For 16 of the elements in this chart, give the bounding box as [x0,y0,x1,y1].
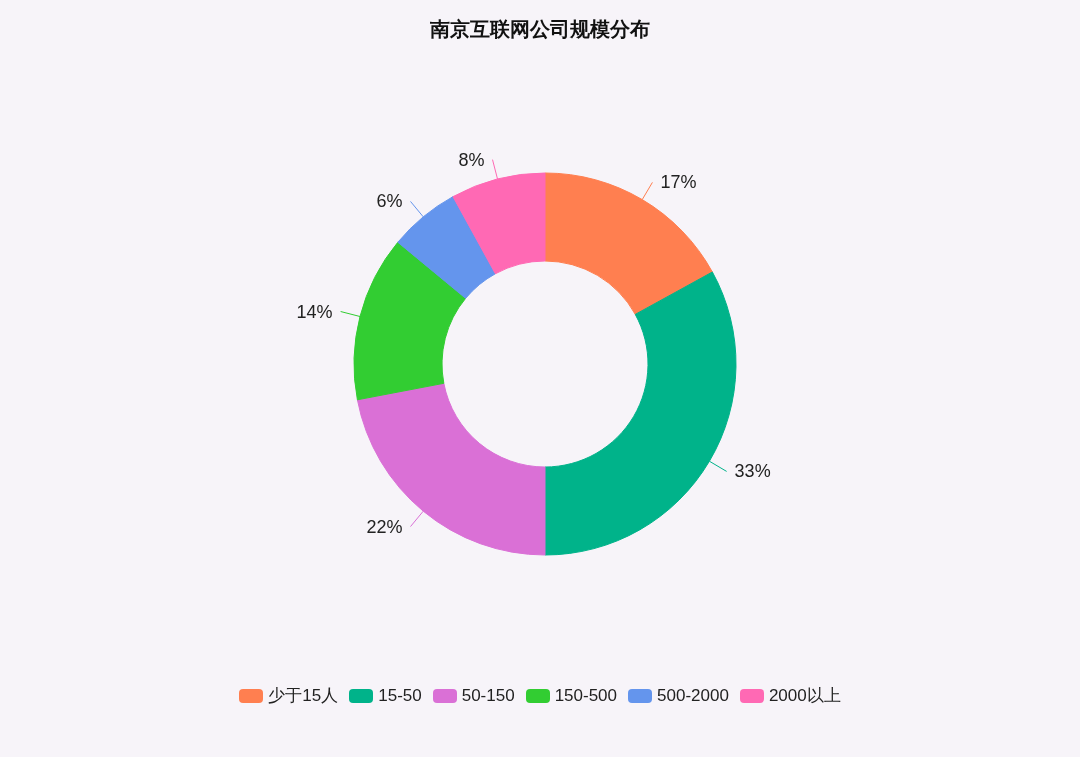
donut-slice [356,382,546,556]
legend-label: 少于15人 [268,685,339,707]
legend-label: 15-50 [378,685,422,706]
legend-label: 2000以上 [768,685,841,707]
donut-slice [544,172,713,315]
legend-label: 500-2000 [657,685,729,706]
chart-title: 南京互联网公司规模分布 [429,17,651,42]
data-label: 33% [734,461,771,482]
legend-label: 50-150 [461,685,515,706]
data-label: 14% [296,301,333,322]
legend-label: 150-500 [554,685,618,706]
data-label: 22% [366,516,403,537]
data-label: 6% [376,191,403,212]
data-label: 17% [660,172,697,193]
data-label: 8% [458,149,485,170]
donut-slice [544,271,737,556]
